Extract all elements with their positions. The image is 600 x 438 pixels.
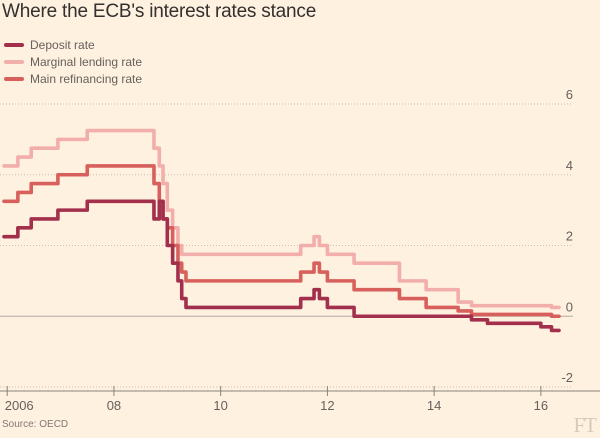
y-tick-label-3: 0 [566,299,573,314]
y-tick-label-1: 4 [566,158,573,173]
legend-label-main-refinancing-rate: Main refinancing rate [30,71,143,86]
x-tick-label-2: 10 [213,398,227,413]
chart-title: Where the ECB's interest rates stance [2,1,317,22]
y-tick-label-0: 6 [566,87,573,102]
x-tick-label-1: 08 [107,398,121,413]
legend-swatch-deposit-rate [4,42,24,47]
legend-swatch-marginal-lending-rate [4,59,24,64]
series-line-marginal-lending-rate [2,128,561,310]
x-tick-label-0: 2006 [5,398,34,413]
series-line-main-refinancing-rate [2,164,561,319]
y-tick-label-2: 2 [566,229,573,244]
legend-item-deposit-rate: Deposit rate [4,36,142,53]
legend-swatch-main-refinancing-rate [4,76,24,81]
legend-item-marginal-lending-rate: Marginal lending rate [4,53,142,70]
x-tick-label-3: 12 [320,398,334,413]
source-note: Source: OECD [2,419,69,430]
series-line-deposit-rate [2,199,561,333]
y-tick-label-4: -2 [561,370,573,385]
legend-label-marginal-lending-rate: Marginal lending rate [30,54,143,69]
legend-label-deposit-rate: Deposit rate [30,37,95,52]
ft-logo: FT [573,413,596,437]
legend-item-main-refinancing-rate: Main refinancing rate [4,70,142,87]
x-tick-label-4: 14 [427,398,441,413]
x-tick-label-5: 16 [534,398,548,413]
legend: Deposit rate Marginal lending rate Main … [4,36,142,87]
